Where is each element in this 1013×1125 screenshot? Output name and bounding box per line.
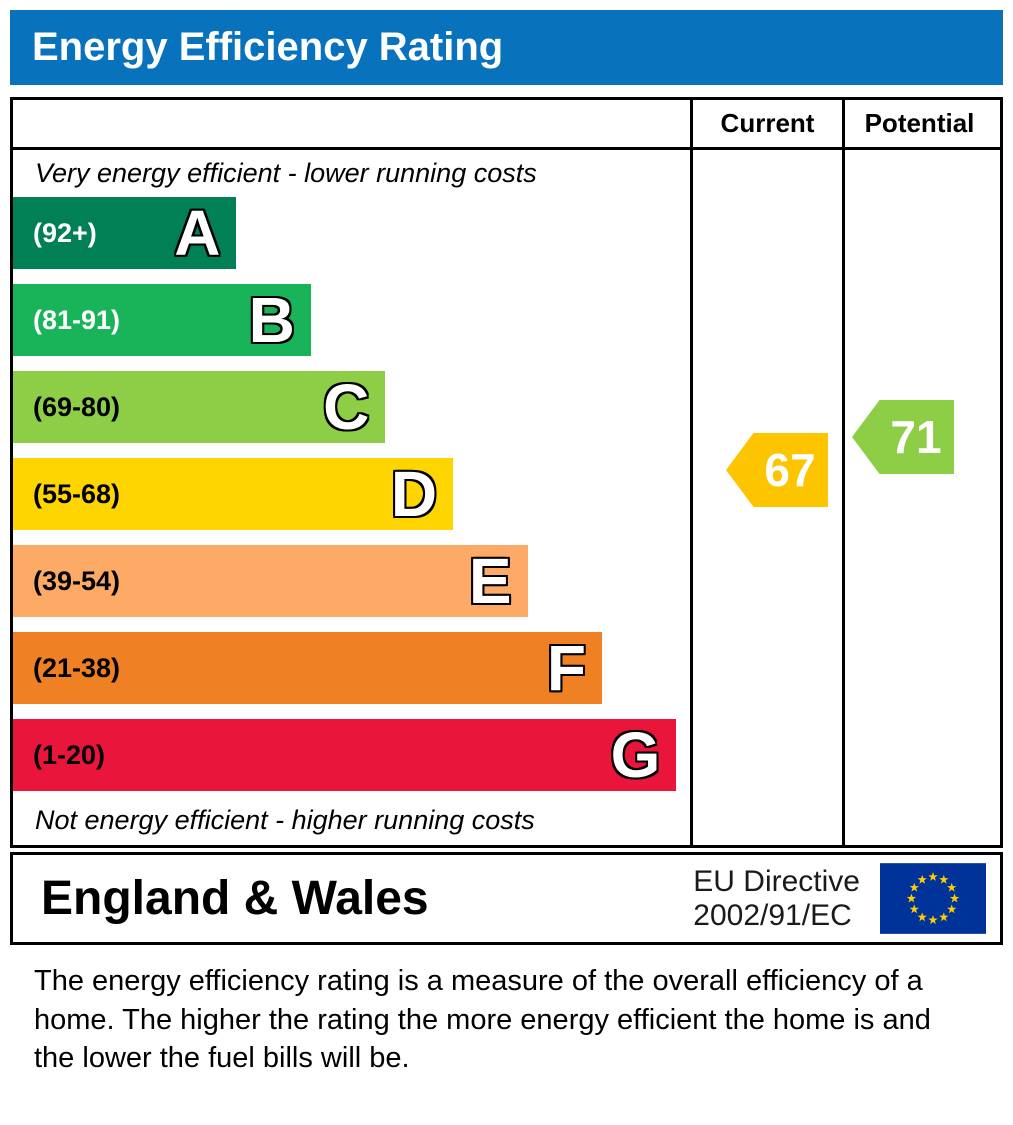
eu-flag-icon bbox=[880, 863, 986, 934]
column-header-current: Current bbox=[690, 100, 842, 147]
band-c-range: (69-80) bbox=[33, 391, 121, 422]
band-d-letter: D bbox=[390, 458, 438, 530]
page-title: Energy Efficiency Rating bbox=[32, 25, 504, 69]
band-b: (81-91) B bbox=[13, 284, 311, 356]
band-e-letter: E bbox=[468, 545, 512, 617]
eu-directive-line2: 2002/91/EC bbox=[693, 898, 852, 932]
band-e-range: (39-54) bbox=[33, 565, 121, 596]
current-rating-arrow: 67 bbox=[726, 433, 828, 507]
band-a: (92+) A bbox=[13, 197, 237, 269]
bottom-note: Not energy efficient - higher running co… bbox=[35, 805, 535, 835]
band-g: (1-20) G bbox=[13, 719, 677, 791]
rating-table-header: Current Potential bbox=[13, 100, 1000, 150]
band-f-range: (21-38) bbox=[33, 652, 121, 683]
footer-strip: England & Wales EU Directive 2002/91/EC bbox=[10, 852, 1003, 945]
potential-rating-arrow: 71 bbox=[852, 400, 954, 474]
rating-table: Current Potential Very energy efficient … bbox=[10, 97, 1003, 848]
rating-table-body: Very energy efficient - lower running co… bbox=[13, 150, 1000, 845]
band-g-range: (1-20) bbox=[33, 739, 106, 770]
description-text: The energy efficiency rating is a measur… bbox=[34, 965, 931, 1075]
band-f-letter: F bbox=[546, 632, 586, 704]
potential-rating-value: 71 bbox=[890, 411, 942, 463]
eu-directive-label: EU Directive 2002/91/EC bbox=[693, 865, 860, 933]
potential-rating-column: 71 bbox=[842, 150, 994, 845]
page-title-banner: Energy Efficiency Rating bbox=[10, 10, 1003, 85]
current-rating-column: 67 bbox=[690, 150, 842, 845]
band-b-range: (81-91) bbox=[33, 304, 121, 335]
band-e: (39-54) E bbox=[13, 545, 528, 617]
column-header-potential: Potential bbox=[842, 100, 994, 147]
band-g-letter: G bbox=[610, 719, 661, 791]
band-d-range: (55-68) bbox=[33, 478, 121, 509]
band-c-letter: C bbox=[323, 371, 370, 443]
band-b-letter: B bbox=[248, 284, 295, 356]
top-note: Very energy efficient - lower running co… bbox=[35, 158, 537, 188]
band-a-letter: A bbox=[174, 197, 221, 269]
current-rating-value: 67 bbox=[764, 444, 816, 496]
band-c: (69-80) C bbox=[13, 371, 386, 443]
column-header-spacer bbox=[13, 100, 690, 147]
band-a-range: (92+) bbox=[33, 217, 97, 248]
band-d: (55-68) D bbox=[13, 458, 454, 530]
rating-bands-area: Very energy efficient - lower running co… bbox=[13, 150, 690, 845]
eu-directive-line1: EU Directive bbox=[693, 864, 860, 898]
rating-bands: (92+) A (81-91) B (69-80) C (55-68) D bbox=[13, 197, 690, 791]
band-f: (21-38) F bbox=[13, 632, 602, 704]
region-label: England & Wales bbox=[41, 872, 429, 925]
